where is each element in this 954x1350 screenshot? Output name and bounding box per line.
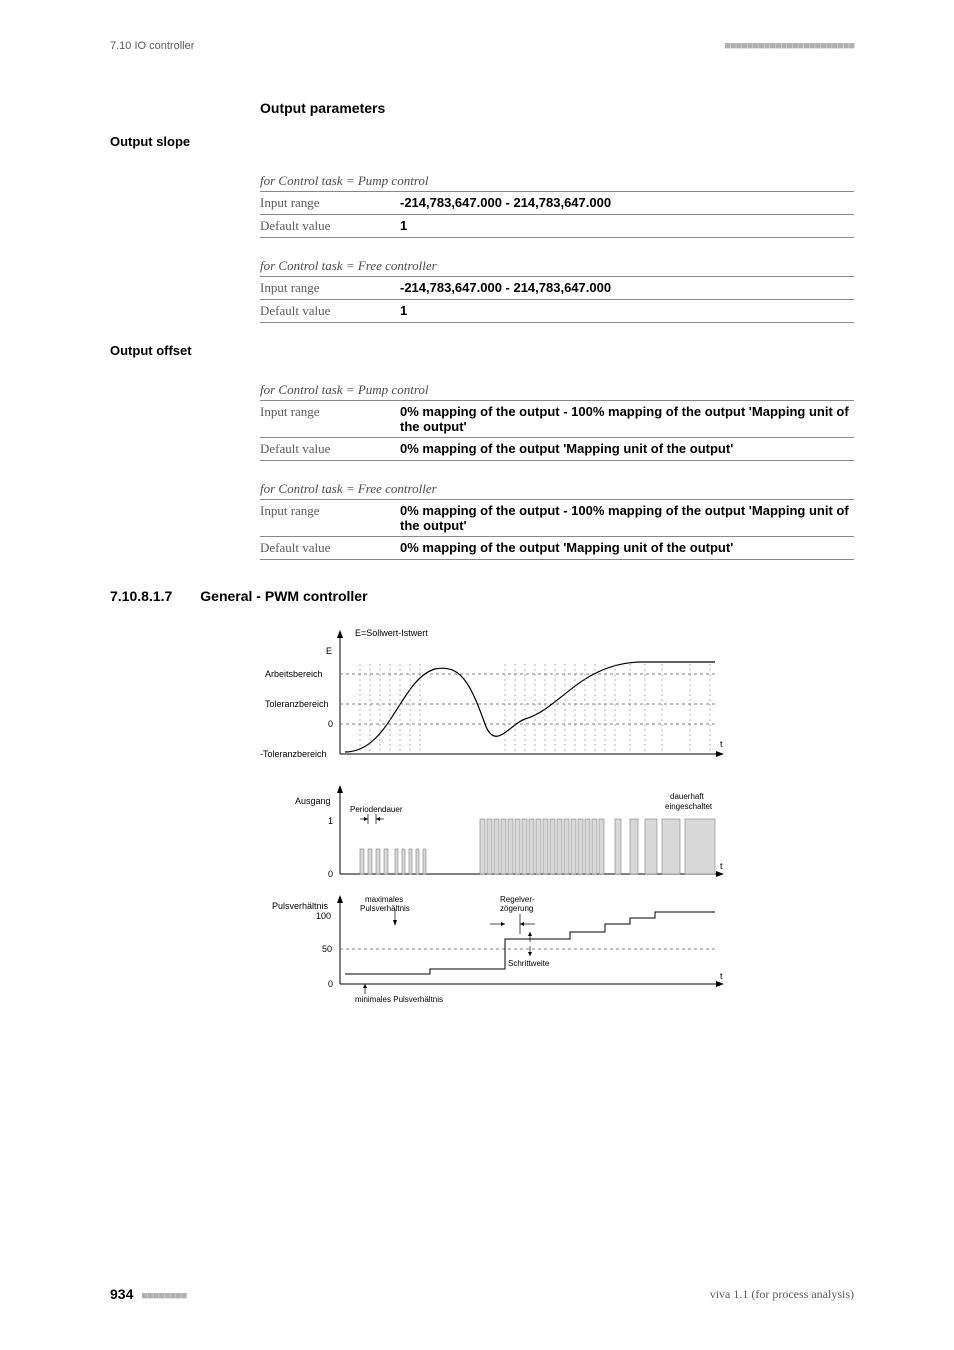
row-label: Input range: [260, 500, 400, 537]
row-value: 0% mapping of the output - 100% mapping …: [400, 401, 854, 438]
row-label: Input range: [260, 401, 400, 438]
row-value: -214,783,647.000 - 214,783,647.000: [400, 192, 854, 215]
table-row: Default value 1: [260, 300, 854, 323]
svg-text:1: 1: [328, 816, 333, 826]
svg-text:E: E: [326, 646, 332, 656]
row-value: 1: [400, 215, 854, 238]
table-row: Default value 0% mapping of the output '…: [260, 438, 854, 461]
svg-text:Regelver-: Regelver-: [500, 895, 535, 904]
svg-text:Toleranzbereich: Toleranzbereich: [265, 699, 329, 709]
table-row: Input range 0% mapping of the output - 1…: [260, 500, 854, 537]
table-row: Input range -214,783,647.000 - 214,783,6…: [260, 192, 854, 215]
row-value: 0% mapping of the output 'Mapping unit o…: [400, 438, 854, 461]
table-row: Input range -214,783,647.000 - 214,783,6…: [260, 277, 854, 300]
footer-right: viva 1.1 (for process analysis): [710, 1287, 854, 1302]
table-row: Default value 0% mapping of the output '…: [260, 537, 854, 560]
svg-text:100: 100: [316, 911, 331, 921]
svg-text:E=Sollwert-Istwert: E=Sollwert-Istwert: [355, 628, 428, 638]
svg-text:Pulsverhältnis: Pulsverhältnis: [272, 901, 329, 911]
output-slope-label: Output slope: [110, 134, 854, 149]
header-decoration: ■■■■■■■■■■■■■■■■■■■■■■■: [724, 40, 854, 52]
header-section-path: 7.10 IO controller: [110, 40, 194, 52]
svg-text:0: 0: [328, 869, 333, 879]
param-table: Input range -214,783,647.000 - 214,783,6…: [260, 276, 854, 323]
svg-text:Schrittweite: Schrittweite: [508, 959, 550, 968]
svg-text:0: 0: [328, 979, 333, 989]
svg-text:Ausgang: Ausgang: [295, 796, 331, 806]
param-table: Input range 0% mapping of the output - 1…: [260, 400, 854, 461]
svg-text:dauerhaft: dauerhaft: [670, 792, 705, 801]
svg-text:eingeschaltet: eingeschaltet: [665, 802, 713, 811]
condition-text: for Control task = Pump control: [260, 382, 854, 398]
section-number: 7.10.8.1.7: [110, 588, 172, 604]
row-label: Default value: [260, 438, 400, 461]
row-label: Default value: [260, 215, 400, 238]
svg-text:50: 50: [322, 944, 332, 954]
table-row: Default value 1: [260, 215, 854, 238]
svg-text:t: t: [720, 739, 723, 749]
svg-text:-Toleranzbereich: -Toleranzbereich: [260, 749, 327, 759]
row-value: 1: [400, 300, 854, 323]
row-value: 0% mapping of the output 'Mapping unit o…: [400, 537, 854, 560]
page-header: 7.10 IO controller ■■■■■■■■■■■■■■■■■■■■■…: [110, 40, 854, 52]
output-slope-pump: for Control task = Pump control Input ra…: [260, 173, 854, 238]
svg-text:t: t: [720, 861, 723, 871]
condition-text: for Control task = Free controller: [260, 258, 854, 274]
row-label: Default value: [260, 300, 400, 323]
row-label: Input range: [260, 277, 400, 300]
svg-text:0: 0: [328, 719, 333, 729]
param-table: Input range -214,783,647.000 - 214,783,6…: [260, 191, 854, 238]
page-number: 934: [110, 1286, 133, 1302]
output-offset-label: Output offset: [110, 343, 854, 358]
condition-text: for Control task = Free controller: [260, 481, 854, 497]
svg-text:zögerung: zögerung: [500, 904, 533, 913]
pwm-diagram: E=Sollwert-Istwert E Arbeitsbereich Toleran…: [260, 624, 854, 1009]
output-offset-free: for Control task = Free controller Input…: [260, 481, 854, 560]
row-value: 0% mapping of the output - 100% mapping …: [400, 500, 854, 537]
condition-text: for Control task = Pump control: [260, 173, 854, 189]
svg-text:Periodendauer: Periodendauer: [350, 805, 403, 814]
section-title: General - PWM controller: [200, 588, 367, 604]
output-slope-free: for Control task = Free controller Input…: [260, 258, 854, 323]
svg-text:minimales Pulsverhältnis: minimales Pulsverhältnis: [355, 995, 443, 1004]
svg-text:Pulsverhältnis: Pulsverhältnis: [360, 904, 410, 913]
row-value: -214,783,647.000 - 214,783,647.000: [400, 277, 854, 300]
param-table: Input range 0% mapping of the output - 1…: [260, 499, 854, 560]
svg-text:maximales: maximales: [365, 895, 403, 904]
footer-page: 934 ■■■■■■■■: [110, 1286, 186, 1302]
row-label: Input range: [260, 192, 400, 215]
pwm-svg: E=Sollwert-Istwert E Arbeitsbereich Toleran…: [260, 624, 730, 1004]
output-offset-pump: for Control task = Pump control Input ra…: [260, 382, 854, 461]
footer-decoration: ■■■■■■■■: [141, 1290, 186, 1302]
svg-text:t: t: [720, 971, 723, 981]
output-parameters-title: Output parameters: [260, 100, 854, 116]
row-label: Default value: [260, 537, 400, 560]
page-footer: 934 ■■■■■■■■ viva 1.1 (for process analy…: [110, 1286, 854, 1302]
svg-text:Arbeitsbereich: Arbeitsbereich: [265, 669, 323, 679]
table-row: Input range 0% mapping of the output - 1…: [260, 401, 854, 438]
pwm-heading: 7.10.8.1.7 General - PWM controller: [110, 588, 854, 604]
